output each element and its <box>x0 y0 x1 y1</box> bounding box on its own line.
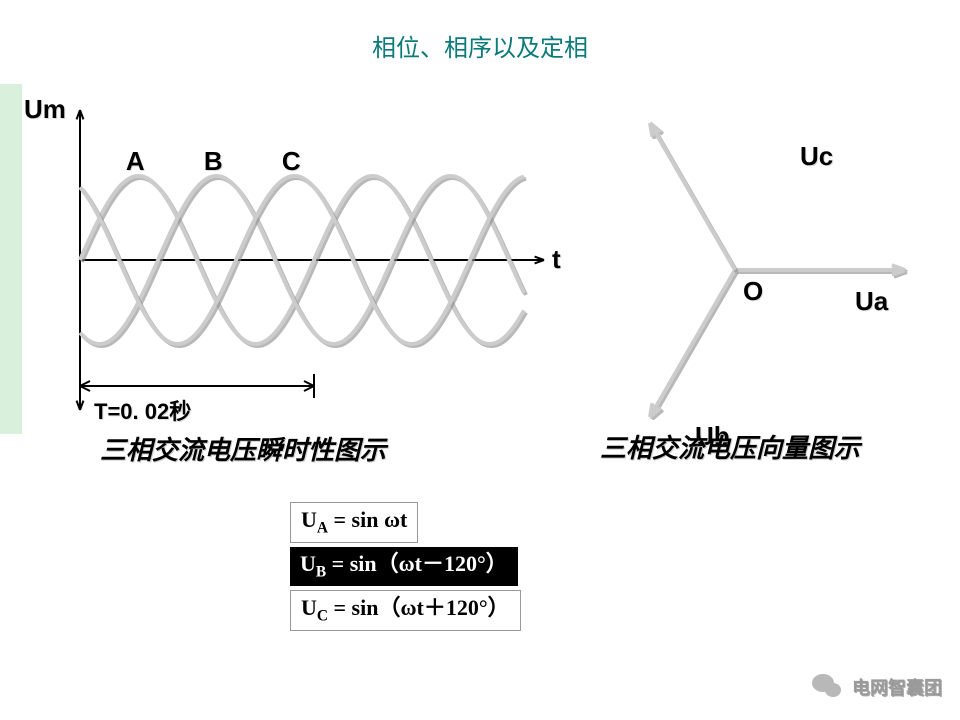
sine-caption: 三相交流电压瞬时性图示 <box>100 430 386 467</box>
wechat-icon <box>812 674 844 700</box>
t-axis-label: t <box>552 244 561 275</box>
period-label: T=0. 02秒 <box>94 394 191 426</box>
equation-line: UC = sin（ωt＋120°） <box>290 590 521 631</box>
equations-block: UA = sin ωt UB = sin（ωt－120°） UC = sin（ωt＋… <box>290 500 521 633</box>
phasor-label-ua: Ua <box>855 286 888 317</box>
wave-label-b: B <box>204 146 223 177</box>
watermark: 电网智囊团 <box>812 674 942 700</box>
accent-sidebar <box>0 84 22 434</box>
phasor-label-uc: Uc <box>800 141 833 172</box>
equation-line: UA = sin ωt <box>290 502 418 543</box>
phasor-diagram <box>590 120 930 420</box>
watermark-text: 电网智囊团 <box>852 674 942 700</box>
page-title: 相位、相序以及定相 <box>0 28 960 63</box>
phasor-caption: 三相交流电压向量图示 <box>600 428 860 465</box>
equation-line: UB = sin（ωt－120°） <box>290 547 518 586</box>
phasor-origin-label: O <box>743 276 763 307</box>
um-axis-label: Um <box>24 94 66 125</box>
wave-label-a: A <box>126 146 145 177</box>
wave-label-c: C <box>282 146 301 177</box>
